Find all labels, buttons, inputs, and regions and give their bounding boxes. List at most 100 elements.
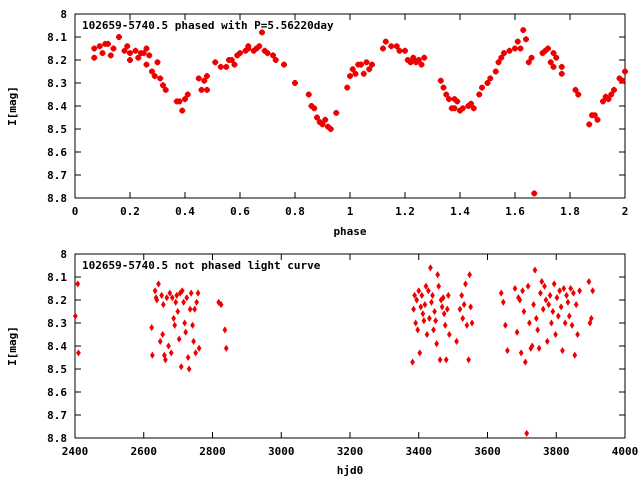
- x-axis-label: phase: [333, 225, 366, 238]
- data-point: [545, 45, 551, 52]
- data-point: [428, 264, 433, 272]
- data-point: [415, 326, 421, 334]
- chart-title: 102659-5740.5 not phased light curve: [82, 259, 321, 272]
- data-point: [550, 63, 557, 70]
- data-point: [322, 116, 329, 123]
- data-point: [512, 45, 518, 52]
- data-point: [127, 57, 133, 63]
- data-point: [561, 284, 567, 293]
- data-point: [414, 296, 420, 304]
- data-point: [442, 321, 448, 329]
- data-point: [171, 314, 177, 322]
- data-point: [424, 330, 430, 339]
- data-point: [410, 54, 417, 61]
- data-point: [517, 296, 523, 304]
- data-point: [591, 112, 598, 119]
- data-point: [363, 59, 370, 66]
- data-point: [420, 310, 426, 318]
- data-point: [558, 63, 565, 70]
- data-point: [439, 303, 445, 311]
- data-point: [432, 307, 437, 316]
- data-point: [435, 271, 441, 279]
- data-point: [143, 45, 150, 52]
- data-point: [259, 29, 265, 36]
- data-point: [175, 307, 181, 316]
- data-point: [217, 63, 224, 70]
- data-point: [550, 307, 556, 316]
- data-point: [459, 105, 466, 112]
- data-point: [444, 305, 450, 313]
- data-point: [292, 80, 298, 86]
- data-point: [186, 365, 192, 373]
- data-point: [553, 330, 558, 339]
- data-point: [566, 312, 572, 320]
- y-tick-label: 8.8: [47, 192, 67, 205]
- data-point: [549, 319, 554, 327]
- data-point: [539, 278, 545, 286]
- data-point: [149, 68, 155, 75]
- data-point: [308, 103, 315, 109]
- data-point: [72, 312, 78, 320]
- data-point: [194, 298, 200, 306]
- y-tick-label: 8.1: [47, 271, 67, 284]
- data-point: [333, 109, 340, 116]
- y-tick-label: 8.4: [47, 100, 67, 113]
- y-tick-label: 8: [60, 248, 67, 261]
- data-point: [319, 121, 326, 128]
- y-tick-label: 8.2: [47, 294, 67, 307]
- data-point: [250, 47, 257, 54]
- data-point: [358, 61, 364, 68]
- data-point: [166, 342, 171, 350]
- data-point: [157, 75, 164, 82]
- data-point: [492, 68, 499, 75]
- data-point: [451, 96, 458, 103]
- data-point: [407, 59, 414, 66]
- y-tick-label: 8.6: [47, 146, 67, 159]
- data-point: [533, 314, 539, 322]
- data-point: [344, 84, 351, 91]
- data-point: [160, 82, 166, 89]
- data-point: [164, 294, 170, 302]
- data-point: [154, 296, 160, 304]
- data-point: [468, 100, 474, 107]
- data-point: [514, 328, 520, 336]
- data-point: [151, 73, 158, 80]
- data-point: [149, 351, 155, 359]
- data-point: [569, 321, 575, 329]
- data-point: [366, 66, 373, 73]
- data-point: [187, 305, 193, 313]
- data-point: [521, 307, 527, 316]
- data-point: [270, 52, 276, 59]
- data-point: [498, 289, 504, 297]
- data-point: [465, 103, 472, 109]
- data-point: [181, 298, 186, 306]
- data-point: [543, 296, 549, 304]
- data-point: [281, 61, 287, 68]
- data-point: [360, 70, 367, 77]
- data-point: [179, 287, 185, 295]
- data-point: [590, 287, 596, 295]
- data-point: [412, 291, 417, 299]
- data-point: [505, 347, 510, 355]
- data-point: [314, 114, 320, 121]
- data-point: [201, 77, 208, 84]
- x-tick-label: 2800: [199, 445, 226, 458]
- data-point: [124, 43, 131, 50]
- data-point: [160, 330, 166, 339]
- data-point: [544, 337, 550, 345]
- data-point: [421, 317, 427, 325]
- data-point: [222, 326, 228, 334]
- data-point: [162, 86, 169, 93]
- x-tick-label: 1.4: [450, 205, 470, 218]
- data-point: [565, 298, 571, 306]
- data-point: [347, 73, 353, 80]
- data-point: [369, 61, 375, 68]
- data-point: [195, 289, 201, 297]
- x-tick-label: 2600: [131, 445, 158, 458]
- data-point: [536, 344, 542, 352]
- data-point: [525, 282, 531, 290]
- y-tick-label: 8.8: [47, 432, 67, 445]
- data-point: [167, 289, 173, 297]
- data-point: [152, 287, 158, 295]
